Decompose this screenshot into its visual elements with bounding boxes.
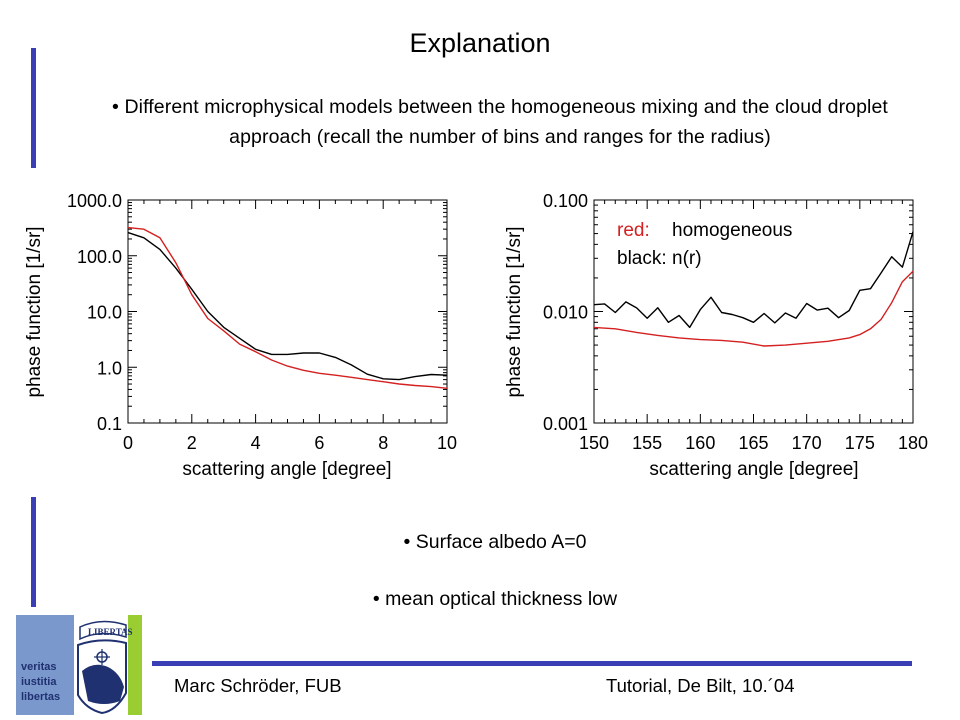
legend-red-value: homogeneous: [672, 220, 792, 241]
chart-right-xtick-label: 180: [898, 433, 928, 453]
legend-black-key: black:: [617, 248, 667, 269]
chart-left-xtick-label: 0: [123, 433, 133, 453]
chart-left-ylabel: phase function [1/sr]: [24, 226, 45, 397]
bullet-microphysical-models: • Different microphysical models between…: [112, 96, 888, 148]
chart-right-ytick-label: 0.001: [543, 414, 588, 434]
chart-left-ytick-label: 0.1: [97, 414, 122, 434]
bullet-optical-thickness: • mean optical thickness low: [372, 588, 618, 610]
fub-logo: veritas iustitia libertas LIBERTAS: [16, 615, 142, 715]
chart-right-xtick-label: 175: [845, 433, 875, 453]
chart-right-xtick-label: 170: [792, 433, 822, 453]
footer-author: Marc Schröder, FUB: [174, 675, 342, 696]
chart-left-ytick-label: 10.0: [87, 303, 122, 323]
footer-divider: [152, 661, 912, 666]
svg-text:libertas: libertas: [21, 691, 60, 703]
chart-right-xlabel: scattering angle [degree]: [649, 459, 858, 480]
footer-event: Tutorial, De Bilt, 10.´04: [606, 675, 795, 696]
chart-left-series-nr: [127, 231, 448, 381]
chart-left-ytick-label: 1000.0: [67, 191, 122, 211]
chart-left-xtick-label: 4: [251, 433, 261, 453]
accent-bar-bottom: [31, 497, 36, 607]
chart-right-ytick-label: 0.100: [543, 191, 588, 211]
chart-left-xtick-label: 10: [437, 433, 457, 453]
chart-right-xtick-label: 165: [738, 433, 768, 453]
svg-text:LIBERTAS: LIBERTAS: [88, 627, 133, 637]
chart-right-series-nr: [593, 231, 914, 329]
legend-black-value: n(r): [672, 248, 702, 269]
chart-right-xtick-label: 150: [579, 433, 609, 453]
chart-left-xtick-label: 6: [314, 433, 324, 453]
chart-left-xtick-label: 2: [187, 433, 197, 453]
chart-left-xtick-label: 8: [378, 433, 388, 453]
chart-right-ylabel: phase function [1/sr]: [504, 226, 525, 397]
svg-text:veritas: veritas: [21, 661, 56, 673]
chart-right-ytick-label: 0.010: [543, 303, 588, 323]
slide-title: Explanation: [409, 28, 551, 58]
chart-left-series-homogeneous: [127, 226, 448, 389]
chart-left-frame: [127, 199, 448, 424]
chart-left-ytick-label: 100.0: [77, 247, 122, 267]
legend-red-key: red:: [617, 220, 650, 241]
accent-bar-top: [31, 48, 36, 168]
svg-text:iustitia: iustitia: [21, 676, 57, 688]
bullet-surface-albedo: • Surface albedo A=0: [403, 531, 587, 553]
chart-left-xlabel: scattering angle [degree]: [182, 459, 391, 480]
chart-right-xtick-label: 155: [632, 433, 662, 453]
chart-left-ytick-label: 1.0: [97, 358, 122, 378]
chart-right-series-homogeneous: [593, 270, 914, 347]
chart-right-xtick-label: 160: [685, 433, 715, 453]
